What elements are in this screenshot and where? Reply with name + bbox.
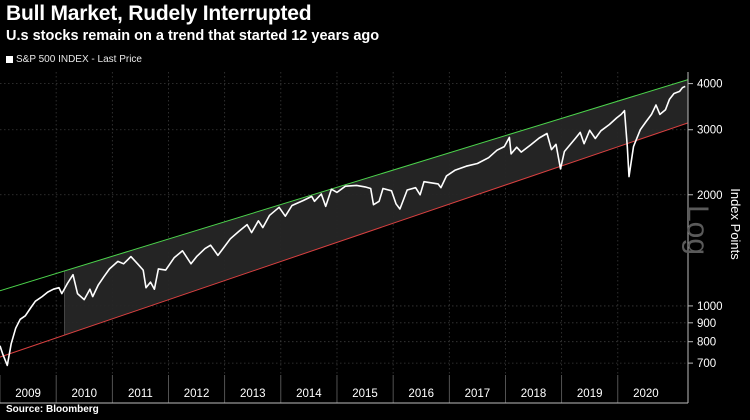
axes-layer: 700 800 900 1000 2000 3000 4000 2009 2010 2011 201…: [0, 72, 723, 404]
source-note: Source: Bloomberg: [6, 404, 99, 415]
x-tick-label: 2016: [408, 388, 434, 400]
log-scale-mark: Log: [681, 205, 714, 255]
chart-title: Bull Market, Rudely Interrupted: [6, 2, 312, 25]
grid-layer: [0, 72, 688, 375]
upper-trend-line: [0, 79, 689, 292]
x-tick-label: 2009: [15, 388, 41, 400]
x-tick-label: 2011: [128, 388, 153, 400]
x-tick-label: 2012: [184, 388, 210, 400]
legend-swatch-sp500: [6, 56, 13, 63]
x-tick-label: 2019: [577, 388, 603, 400]
x-tick-label: 2020: [633, 388, 659, 400]
trend-channel-fill: [64, 79, 689, 336]
y-tick-label: 800: [697, 337, 716, 349]
x-tick-label: 2017: [465, 388, 491, 400]
y-tick-label: 900: [697, 318, 716, 330]
y-tick-label: 3000: [697, 125, 723, 137]
x-tick-label: 2015: [352, 388, 378, 400]
lower-trend-line: [0, 122, 689, 358]
x-tick-label: 2013: [240, 388, 266, 400]
y-tick-label: 1000: [697, 301, 723, 313]
trend-channel-layer: [64, 79, 689, 336]
x-tick-label: 2010: [71, 388, 97, 400]
series-layer: [0, 79, 689, 367]
sp500-price-line: [0, 85, 686, 367]
legend-label-sp500: S&P 500 INDEX - Last Price: [16, 54, 142, 65]
y-tick-label: 700: [697, 358, 716, 370]
x-tick-label: 2018: [521, 388, 547, 400]
y-tick-label: 2000: [697, 190, 723, 202]
chart-subtitle: U.s stocks remain on a trend that starte…: [6, 28, 380, 44]
x-tick-label: 2014: [296, 388, 322, 400]
chart-legend: S&P 500 INDEX - Last Price: [6, 54, 142, 65]
y-axis-label: Index Points: [728, 188, 743, 260]
y-tick-label: 4000: [697, 79, 723, 91]
